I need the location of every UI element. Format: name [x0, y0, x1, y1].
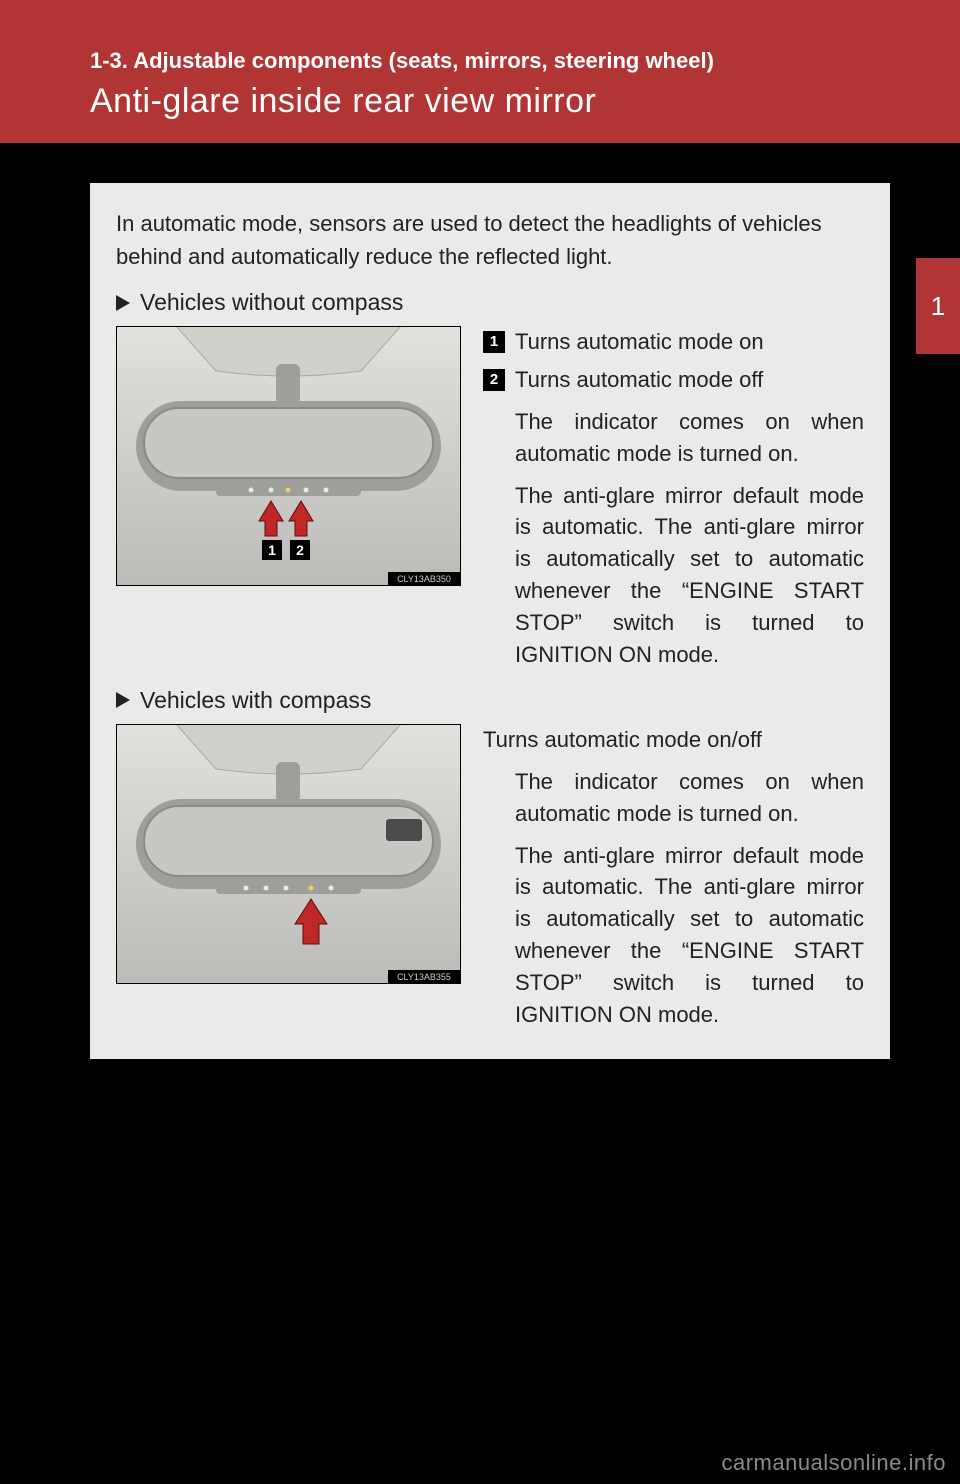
desc-with-compass: Turns automatic mode on/off The indicato…	[483, 724, 864, 1031]
section-label: 1-3. Adjustable components (seats, mirro…	[90, 48, 890, 74]
page-title: Anti-glare inside rear view mirror	[90, 82, 890, 121]
figure-code-2: CLY13AB355	[397, 972, 451, 982]
svg-text:1: 1	[268, 542, 276, 558]
desc-without-compass: 1 Turns automatic mode on 2 Turns automa…	[483, 326, 864, 671]
callout-text-1: Turns automatic mode on	[515, 326, 764, 358]
subheading-label: Vehicles without compass	[140, 289, 403, 316]
watermark: carmanualsonline.info	[721, 1450, 946, 1476]
svg-text:2: 2	[296, 542, 304, 558]
row-without-compass: 1 2 CLY13AB350 1 Turns automatic mode on…	[116, 326, 864, 671]
desc-text-1a: The indicator comes on when automatic mo…	[483, 406, 864, 470]
desc-text-1b: The anti-glare mirror default mode is au…	[483, 480, 864, 671]
desc-text-2a: The indicator comes on when automatic mo…	[483, 766, 864, 830]
page-header: 1-3. Adjustable components (seats, mirro…	[0, 0, 960, 143]
figure-mirror-without-compass: 1 2 CLY13AB350	[116, 326, 461, 586]
subheading-label: Vehicles with compass	[140, 687, 371, 714]
callout-1: 1 Turns automatic mode on	[483, 326, 864, 358]
figure-code-1: CLY13AB350	[397, 574, 451, 584]
pointer-icon	[116, 692, 130, 708]
callout-number-1: 1	[483, 331, 505, 353]
desc-text-2b: The anti-glare mirror default mode is au…	[483, 840, 864, 1031]
mirror-svg-1: 1 2 CLY13AB350	[116, 326, 461, 586]
row-with-compass: CLY13AB355 Turns automatic mode on/off T…	[116, 724, 864, 1031]
callout-text-2: Turns automatic mode off	[515, 364, 763, 396]
figure-mirror-with-compass: CLY13AB355	[116, 724, 461, 984]
subheading-with-compass: Vehicles with compass	[116, 687, 864, 714]
chapter-tab: 1	[916, 258, 960, 354]
mirror-svg-2: CLY13AB355	[116, 724, 461, 984]
pointer-icon	[116, 295, 130, 311]
lead-text-2: Turns automatic mode on/off	[483, 724, 864, 756]
callout-2: 2 Turns automatic mode off	[483, 364, 864, 396]
intro-text: In automatic mode, sensors are used to d…	[116, 207, 864, 273]
callout-number-2: 2	[483, 369, 505, 391]
content-box: In automatic mode, sensors are used to d…	[90, 183, 890, 1059]
subheading-without-compass: Vehicles without compass	[116, 289, 864, 316]
